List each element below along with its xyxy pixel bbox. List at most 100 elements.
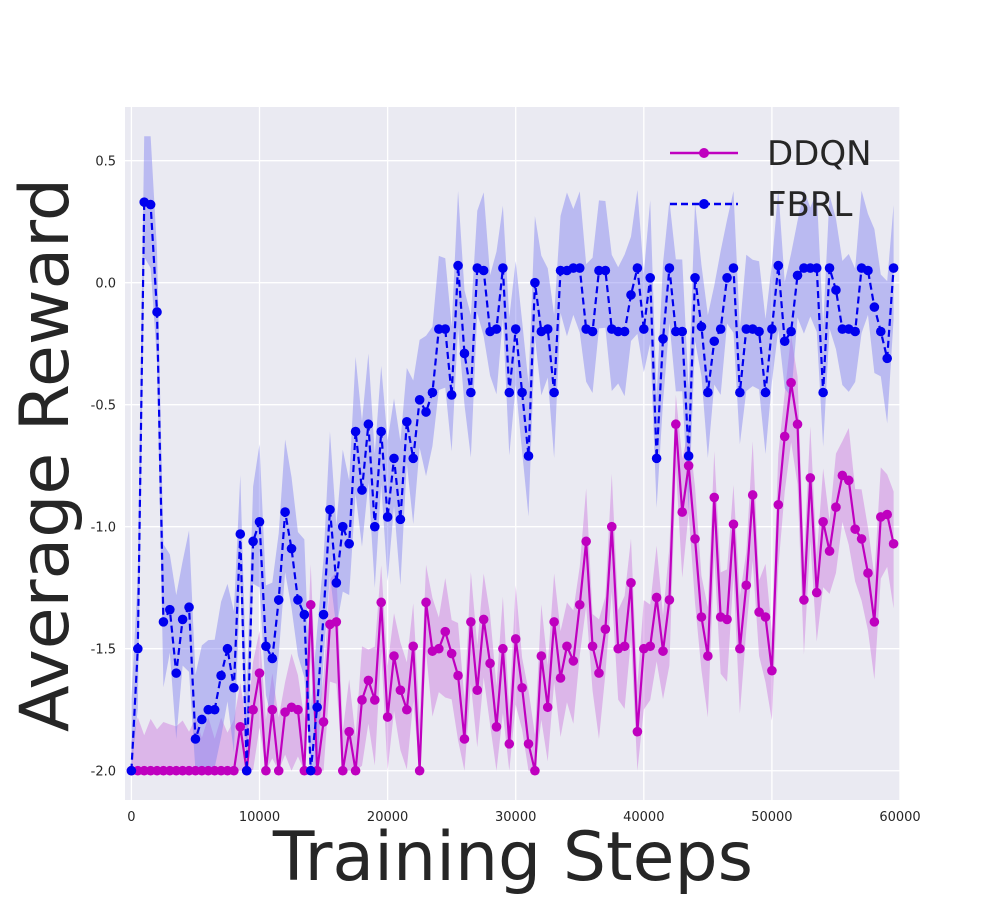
data-point-ddqn <box>248 704 258 715</box>
legend-marker-fbrl <box>699 199 709 209</box>
data-point-ddqn <box>389 651 399 661</box>
data-point-fbrl <box>222 643 233 654</box>
data-point-ddqn <box>510 634 521 644</box>
data-point-ddqn <box>408 641 419 652</box>
x-tick-labels: 0 10000 20000 30000 40000 50000 60000 <box>127 810 920 825</box>
data-point-fbrl <box>715 324 726 334</box>
y-tick-label: -0.5 <box>91 399 116 414</box>
data-point-ddqn <box>869 617 880 627</box>
y-tick-label: 0.5 <box>95 155 116 170</box>
data-point-fbrl <box>639 324 649 334</box>
data-point-fbrl <box>293 595 303 605</box>
data-point-ddqn <box>722 614 732 625</box>
data-point-fbrl <box>632 263 643 273</box>
data-point-fbrl <box>273 595 284 605</box>
data-point-fbrl <box>677 326 688 337</box>
data-point-ddqn <box>831 502 841 512</box>
data-point-ddqn <box>549 617 559 627</box>
data-point-fbrl <box>728 263 739 273</box>
y-tick-label: -1.5 <box>91 643 116 658</box>
data-point-fbrl <box>498 263 508 273</box>
data-point-fbrl <box>459 348 470 359</box>
data-point-fbrl <box>773 260 784 271</box>
data-point-fbrl <box>197 714 207 725</box>
data-point-fbrl <box>299 609 310 620</box>
data-point-fbrl <box>645 273 656 283</box>
data-point-ddqn <box>498 643 508 654</box>
data-point-fbrl <box>241 765 252 776</box>
data-point-fbrl <box>165 604 175 615</box>
data-point-ddqn <box>658 646 668 656</box>
data-point-ddqn <box>594 668 604 678</box>
data-point-fbrl <box>337 521 348 532</box>
data-point-ddqn <box>664 595 675 605</box>
data-point-ddqn <box>677 507 688 517</box>
data-point-fbrl <box>389 453 399 464</box>
data-point-ddqn <box>369 695 380 705</box>
data-point-fbrl <box>651 453 662 464</box>
y-tick-labels: 0.5 0.0 -0.5 -1.0 -1.5 -2.0 <box>91 155 116 780</box>
data-point-ddqn <box>402 704 412 715</box>
data-point-fbrl <box>280 507 290 517</box>
data-point-ddqn <box>395 685 406 695</box>
data-point-fbrl <box>402 416 412 427</box>
data-point-fbrl <box>357 485 367 495</box>
data-point-fbrl <box>863 265 873 276</box>
data-point-ddqn <box>434 643 444 654</box>
data-point-ddqn <box>235 721 246 732</box>
data-point-fbrl <box>267 653 278 664</box>
data-point-fbrl <box>158 617 169 627</box>
data-point-fbrl <box>587 326 598 337</box>
data-point-fbrl <box>440 324 451 334</box>
data-point-ddqn <box>337 765 348 776</box>
data-point-ddqn <box>600 624 611 634</box>
data-point-fbrl <box>235 529 246 539</box>
data-point-ddqn <box>555 673 566 683</box>
data-point-ddqn <box>440 626 451 637</box>
data-point-fbrl <box>600 265 611 276</box>
data-point-ddqn <box>882 509 892 520</box>
data-point-fbrl <box>760 387 771 398</box>
data-point-ddqn <box>293 704 303 715</box>
y-tick-label: 0.0 <box>95 277 116 292</box>
data-point-fbrl <box>171 668 182 678</box>
data-point-ddqn <box>472 685 483 695</box>
data-point-ddqn <box>741 580 752 591</box>
data-point-fbrl <box>344 538 354 549</box>
data-point-fbrl <box>619 326 630 337</box>
data-point-fbrl <box>305 765 316 776</box>
data-point-fbrl <box>882 353 892 364</box>
data-point-fbrl <box>754 326 764 337</box>
data-point-ddqn <box>363 675 374 686</box>
data-point-fbrl <box>549 387 559 398</box>
data-point-ddqn <box>747 490 758 500</box>
x-tick-label: 30000 <box>495 810 536 825</box>
data-point-ddqn <box>773 499 784 510</box>
data-point-ddqn <box>376 597 386 608</box>
data-point-fbrl <box>530 277 540 288</box>
data-point-ddqn <box>446 648 457 659</box>
data-point-ddqn <box>843 475 854 486</box>
grid <box>125 107 901 800</box>
x-tick-label: 40000 <box>623 810 664 825</box>
data-point-fbrl <box>145 199 156 210</box>
data-point-ddqn <box>542 702 553 713</box>
data-point-ddqn <box>888 538 899 549</box>
data-point-fbrl <box>786 326 796 337</box>
data-point-ddqn <box>318 717 329 727</box>
data-point-fbrl <box>491 324 502 334</box>
data-point-ddqn <box>305 599 316 610</box>
data-point-ddqn <box>735 643 745 654</box>
data-point-fbrl <box>254 517 265 527</box>
legend: DDQN FBRL <box>670 134 872 225</box>
data-point-ddqn <box>696 612 707 622</box>
legend-label-ddqn: DDQN <box>767 134 872 174</box>
data-point-ddqn <box>632 726 643 737</box>
data-point-ddqn <box>651 592 662 603</box>
data-point-ddqn <box>786 377 796 388</box>
data-point-ddqn <box>818 517 828 527</box>
data-point-fbrl <box>811 263 822 273</box>
data-point-ddqn <box>536 651 547 661</box>
data-point-fbrl <box>318 609 329 620</box>
